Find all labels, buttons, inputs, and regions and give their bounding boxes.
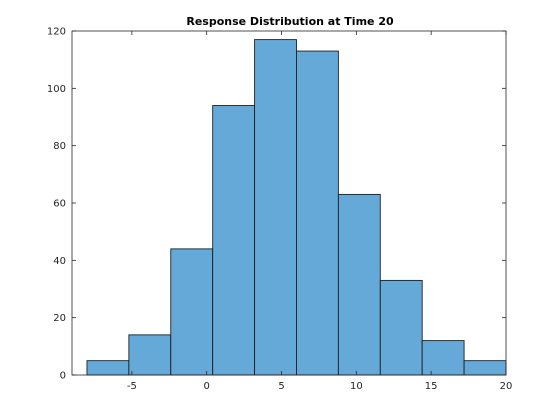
x-tick-label-0: 0 — [204, 381, 210, 392]
histogram-bar-10 — [463, 360, 507, 376]
histogram-bar-7 — [337, 193, 381, 376]
histogram-bar-5 — [254, 39, 297, 376]
bars-layer — [86, 39, 507, 376]
y-tick-label-120: 120 — [47, 27, 66, 38]
histogram-bar-4 — [212, 105, 256, 376]
ticks-layer: -5 0 5 10 15 20 0 20 40 60 80 100 120 — [47, 27, 512, 393]
histogram-bar-1 — [86, 360, 130, 376]
y-tick-label-80: 80 — [53, 141, 66, 152]
y-tick-label-0: 0 — [60, 371, 66, 382]
y-tick-label-40: 40 — [53, 256, 66, 267]
histogram-bar-2 — [128, 334, 172, 376]
x-tick-label-15: 15 — [425, 381, 438, 392]
histogram-bar-8 — [379, 279, 423, 376]
chart-title: Response Distribution at Time 20 — [186, 15, 394, 28]
y-tick-label-20: 20 — [53, 313, 66, 324]
y-tick-label-60: 60 — [53, 199, 66, 210]
x-tick-label-5: 5 — [278, 381, 284, 392]
x-tick-label--5: -5 — [127, 381, 137, 392]
histogram-bar-3 — [170, 248, 214, 376]
histogram-bar-6 — [296, 50, 339, 376]
histogram-bar-9 — [421, 340, 465, 376]
x-tick-label-20: 20 — [500, 381, 513, 392]
x-tick-label-10: 10 — [350, 381, 363, 392]
y-tick-label-100: 100 — [47, 84, 66, 95]
